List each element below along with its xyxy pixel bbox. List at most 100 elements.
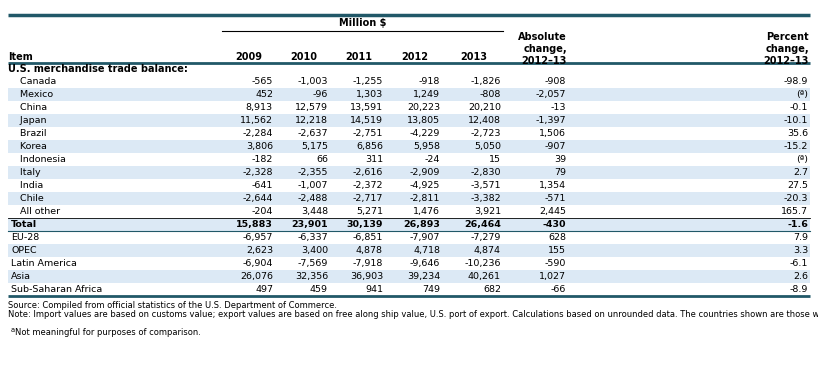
Text: 5,271: 5,271 bbox=[356, 207, 383, 216]
Text: a: a bbox=[11, 326, 15, 333]
Text: 39,234: 39,234 bbox=[407, 272, 440, 281]
Text: Canada: Canada bbox=[11, 77, 56, 86]
Text: 20,210: 20,210 bbox=[468, 103, 501, 112]
Text: 311: 311 bbox=[365, 155, 383, 164]
Text: -8.9: -8.9 bbox=[789, 285, 808, 294]
Bar bbox=[8, 114, 810, 127]
Text: OPEC: OPEC bbox=[11, 246, 37, 255]
Bar bbox=[8, 88, 810, 101]
Text: 155: 155 bbox=[548, 246, 566, 255]
Text: -908: -908 bbox=[545, 77, 566, 86]
Text: -2,909: -2,909 bbox=[410, 168, 440, 177]
Text: Absolute
change,
2012–13: Absolute change, 2012–13 bbox=[519, 32, 567, 66]
Bar bbox=[8, 166, 810, 179]
Text: Brazil: Brazil bbox=[11, 129, 47, 138]
Text: 1,027: 1,027 bbox=[539, 272, 566, 281]
Text: 12,408: 12,408 bbox=[468, 116, 501, 125]
Text: -6.1: -6.1 bbox=[789, 259, 808, 268]
Text: 3,400: 3,400 bbox=[301, 246, 328, 255]
Text: 2009: 2009 bbox=[235, 52, 262, 62]
Text: -907: -907 bbox=[545, 142, 566, 151]
Text: -2,637: -2,637 bbox=[298, 129, 328, 138]
Bar bbox=[8, 270, 810, 283]
Text: 2,623: 2,623 bbox=[246, 246, 273, 255]
Text: 2012: 2012 bbox=[401, 52, 428, 62]
Text: U.S. merchandise trade balance:: U.S. merchandise trade balance: bbox=[8, 64, 188, 74]
Bar bbox=[8, 140, 810, 153]
Text: -918: -918 bbox=[419, 77, 440, 86]
Text: -1,826: -1,826 bbox=[470, 77, 501, 86]
Text: Mexico: Mexico bbox=[11, 90, 53, 99]
Text: Not meaningful for purposes of comparison.: Not meaningful for purposes of compariso… bbox=[15, 328, 201, 337]
Text: Indonesia: Indonesia bbox=[11, 155, 66, 164]
Bar bbox=[8, 192, 810, 205]
Text: -4,925: -4,925 bbox=[410, 181, 440, 190]
Text: 66: 66 bbox=[316, 155, 328, 164]
Text: -66: -66 bbox=[551, 285, 566, 294]
Bar bbox=[8, 231, 810, 244]
Text: -1,007: -1,007 bbox=[298, 181, 328, 190]
Text: -2,328: -2,328 bbox=[242, 168, 273, 177]
Text: 32,356: 32,356 bbox=[294, 272, 328, 281]
Text: -2,830: -2,830 bbox=[470, 168, 501, 177]
Text: 13,805: 13,805 bbox=[407, 116, 440, 125]
Bar bbox=[8, 244, 810, 257]
Text: -10,236: -10,236 bbox=[465, 259, 501, 268]
Text: -1,255: -1,255 bbox=[353, 77, 383, 86]
Bar bbox=[8, 218, 810, 231]
Text: 5,175: 5,175 bbox=[301, 142, 328, 151]
Text: EU-28: EU-28 bbox=[11, 233, 39, 242]
Text: Million $: Million $ bbox=[339, 18, 386, 28]
Text: 79: 79 bbox=[554, 168, 566, 177]
Text: Source: Compiled from official statistics of the U.S. Department of Commerce.: Source: Compiled from official statistic… bbox=[8, 301, 337, 310]
Bar bbox=[8, 75, 810, 88]
Text: -10.1: -10.1 bbox=[784, 116, 808, 125]
Text: 497: 497 bbox=[255, 285, 273, 294]
Text: 12,218: 12,218 bbox=[295, 116, 328, 125]
Text: 1,506: 1,506 bbox=[539, 129, 566, 138]
Text: 14,519: 14,519 bbox=[350, 116, 383, 125]
Text: 749: 749 bbox=[422, 285, 440, 294]
Text: 26,076: 26,076 bbox=[240, 272, 273, 281]
Text: -2,488: -2,488 bbox=[298, 194, 328, 203]
Text: -1.6: -1.6 bbox=[787, 220, 808, 229]
Text: -2,372: -2,372 bbox=[353, 181, 383, 190]
Text: All other: All other bbox=[11, 207, 61, 216]
Text: (ª): (ª) bbox=[796, 155, 808, 164]
Text: -7,907: -7,907 bbox=[410, 233, 440, 242]
Text: -2,057: -2,057 bbox=[536, 90, 566, 99]
Bar bbox=[8, 257, 810, 270]
Text: 1,354: 1,354 bbox=[539, 181, 566, 190]
Text: Note: Import values are based on customs value; export values are based on free : Note: Import values are based on customs… bbox=[8, 310, 818, 319]
Text: 1,476: 1,476 bbox=[413, 207, 440, 216]
Text: 6,856: 6,856 bbox=[356, 142, 383, 151]
Text: Total: Total bbox=[11, 220, 37, 229]
Text: Korea: Korea bbox=[11, 142, 47, 151]
Text: -808: -808 bbox=[479, 90, 501, 99]
Text: 15: 15 bbox=[489, 155, 501, 164]
Text: -13: -13 bbox=[551, 103, 566, 112]
Text: 26,464: 26,464 bbox=[464, 220, 501, 229]
Text: -1,003: -1,003 bbox=[298, 77, 328, 86]
Text: -9,646: -9,646 bbox=[410, 259, 440, 268]
Text: 2010: 2010 bbox=[290, 52, 317, 62]
Text: Latin America: Latin America bbox=[11, 259, 77, 268]
Text: 3,448: 3,448 bbox=[301, 207, 328, 216]
Text: 459: 459 bbox=[310, 285, 328, 294]
Text: -182: -182 bbox=[252, 155, 273, 164]
Bar bbox=[8, 101, 810, 114]
Text: 35.6: 35.6 bbox=[787, 129, 808, 138]
Text: 39: 39 bbox=[554, 155, 566, 164]
Bar bbox=[8, 205, 810, 218]
Text: 3,806: 3,806 bbox=[246, 142, 273, 151]
Text: 1,249: 1,249 bbox=[413, 90, 440, 99]
Text: 682: 682 bbox=[483, 285, 501, 294]
Text: -3,571: -3,571 bbox=[470, 181, 501, 190]
Text: -590: -590 bbox=[545, 259, 566, 268]
Text: -6,957: -6,957 bbox=[243, 233, 273, 242]
Text: -2,751: -2,751 bbox=[353, 129, 383, 138]
Text: 7.9: 7.9 bbox=[793, 233, 808, 242]
Text: 12,579: 12,579 bbox=[295, 103, 328, 112]
Text: Italy: Italy bbox=[11, 168, 41, 177]
Text: 4,878: 4,878 bbox=[356, 246, 383, 255]
